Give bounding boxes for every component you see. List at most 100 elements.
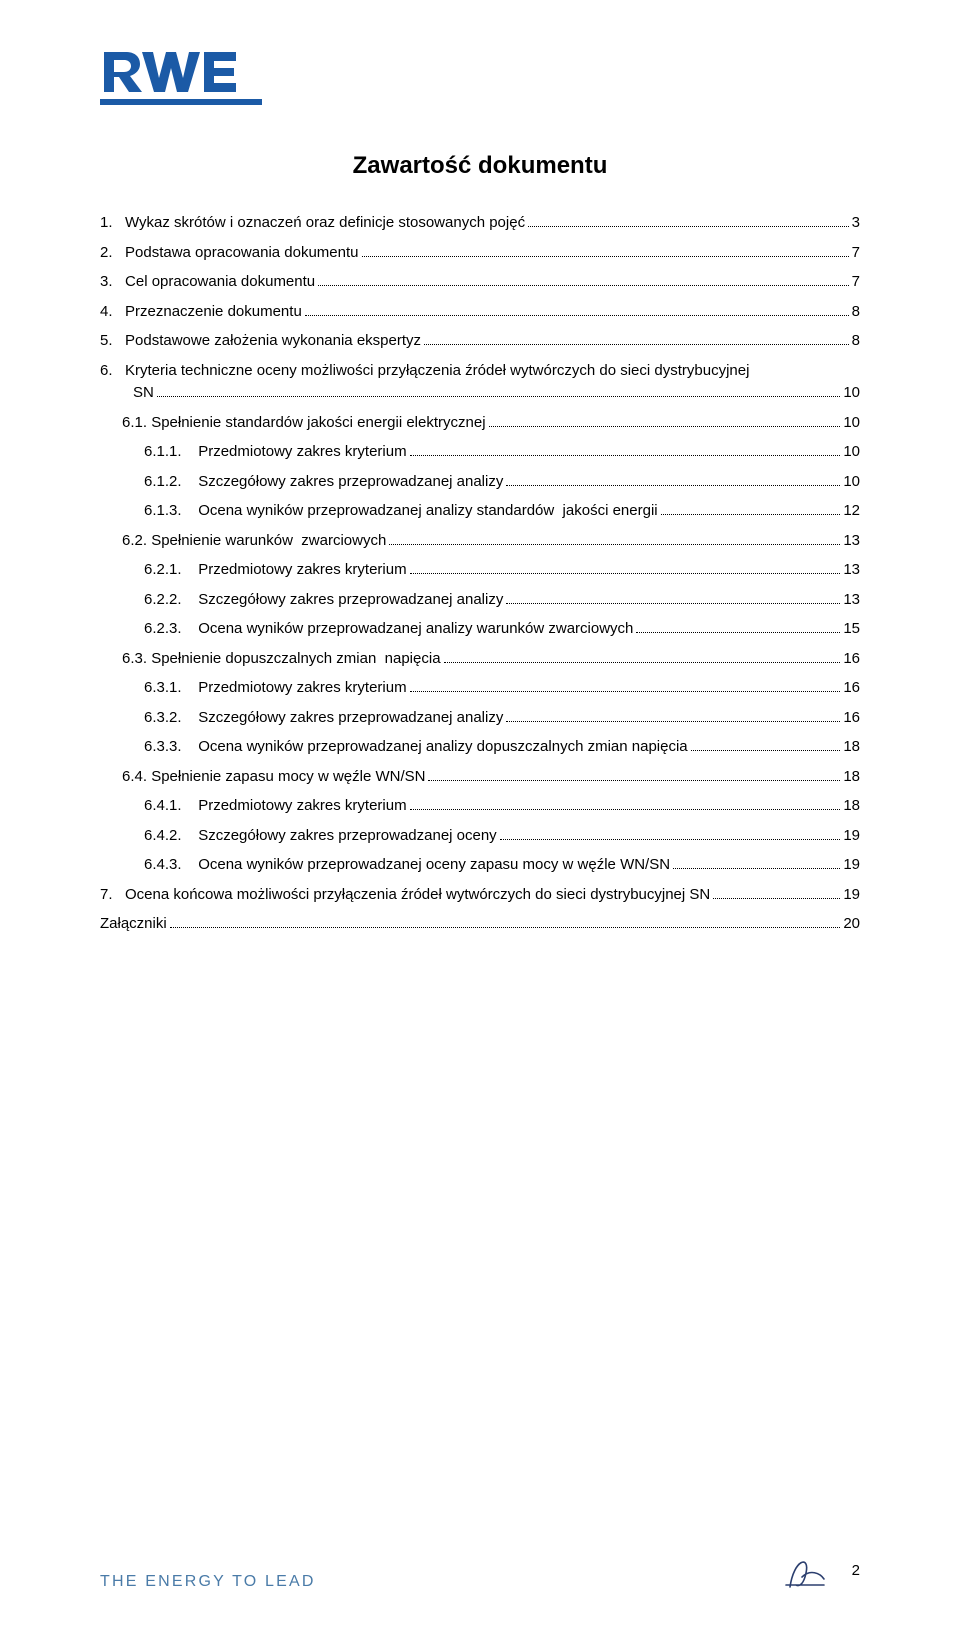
toc-leader-dots [305,315,849,316]
toc-leader-dots [157,396,840,397]
toc-number: 1. [100,212,125,235]
toc-number: 6.3.2. [144,707,198,730]
toc-label: Szczegółowy zakres przeprowadzanej anali… [198,589,503,612]
toc-label: Szczegółowy zakres przeprowadzanej anali… [198,471,503,494]
toc-entry: 6.2.3. Ocena wyników przeprowadzanej ana… [100,618,860,641]
toc-leader-dots [410,809,841,810]
document-page: Zawartość dokumentu 1. Wykaz skrótów i o… [0,0,960,1625]
toc-label: Wykaz skrótów i oznaczeń oraz definicje … [125,212,525,235]
toc-entry: 6.2. Spełnienie warunków zwarciowych 13 [100,530,860,553]
toc-page: 10 [843,382,860,405]
footer-slogan: THE ENERGY TO LEAD [100,1573,316,1591]
toc-label: Cel opracowania dokumentu [125,271,315,294]
toc-label: Ocena końcowa możliwości przyłączenia źr… [125,884,710,907]
toc-label: Szczegółowy zakres przeprowadzanej oceny [198,825,496,848]
toc-leader-dots [428,780,840,781]
toc-entry-line: 6. Kryteria techniczne oceny możliwości … [100,360,860,383]
toc-label: Załączniki [100,913,167,936]
toc-entry: 6.3.2. Szczegółowy zakres przeprowadzane… [100,707,860,730]
toc-leader-dots [489,426,841,427]
toc-label: Podstawa opracowania dokumentu [125,242,358,265]
toc-label: Przedmiotowy zakres kryterium [198,677,406,700]
signature-icon [780,1549,830,1591]
toc-entry: 6.4.3. Ocena wyników przeprowadzanej oce… [100,854,860,877]
toc-page: 7 [852,271,860,294]
toc-number: 6.3.3. [144,736,198,759]
toc-page: 10 [843,441,860,464]
toc-label: Ocena wyników przeprowadzanej analizy wa… [198,618,633,641]
footer-right: 2 [780,1549,860,1591]
toc-number: 6.3. [122,648,151,671]
toc-page: 20 [843,913,860,936]
toc-label: Ocena wyników przeprowadzanej analizy do… [198,736,687,759]
toc-entry: 5. Podstawowe założenia wykonania eksper… [100,330,860,353]
toc-label: Ocena wyników przeprowadzanej analizy st… [198,500,657,523]
toc-leader-dots [506,603,840,604]
toc-leader-dots [528,226,849,227]
toc-leader-dots [362,256,849,257]
toc-page: 15 [843,618,860,641]
toc-entry: 2. Podstawa opracowania dokumentu 7 [100,242,860,265]
toc-page: 13 [843,589,860,612]
toc-page: 10 [843,412,860,435]
toc-page: 19 [843,825,860,848]
toc-page: 7 [852,242,860,265]
page-footer: THE ENERGY TO LEAD 2 [100,1549,860,1591]
toc-leader-dots [713,898,840,899]
toc-entry: 6.1. Spełnienie standardów jakości energ… [100,412,860,435]
toc-leader-dots [410,573,841,574]
toc-leader-dots [410,455,841,456]
toc-entry: 6.1.2. Szczegółowy zakres przeprowadzane… [100,471,860,494]
rwe-logo-icon [100,50,262,108]
toc-number: 6.1.2. [144,471,198,494]
toc-label: SN [133,382,154,405]
table-of-contents: 1. Wykaz skrótów i oznaczeń oraz definic… [100,212,860,936]
toc-page: 18 [843,736,860,759]
toc-number: 6.4.1. [144,795,198,818]
toc-number: 6.4.2. [144,825,198,848]
toc-number: 5. [100,330,125,353]
toc-entry: 6.4.2. Szczegółowy zakres przeprowadzane… [100,825,860,848]
toc-entry: 6.1.1. Przedmiotowy zakres kryterium 10 [100,441,860,464]
toc-leader-dots [636,632,840,633]
toc-entry: 6.2.2. Szczegółowy zakres przeprowadzane… [100,589,860,612]
toc-leader-dots [661,514,841,515]
toc-entry: 7. Ocena końcowa możliwości przyłączenia… [100,884,860,907]
toc-page: 19 [843,884,860,907]
toc-entry: 6.1.3. Ocena wyników przeprowadzanej ana… [100,500,860,523]
toc-number: 3. [100,271,125,294]
toc-label: Kryteria techniczne oceny możliwości prz… [125,360,749,383]
toc-label: Szczegółowy zakres przeprowadzanej anali… [198,707,503,730]
toc-leader-dots [424,344,849,345]
toc-page: 3 [852,212,860,235]
toc-page: 18 [843,766,860,789]
toc-leader-dots [444,662,841,663]
toc-label: Spełnienie warunków zwarciowych [151,530,386,553]
toc-number: 6.1.3. [144,500,198,523]
toc-label: Przedmiotowy zakres kryterium [198,795,406,818]
toc-leader-dots [410,691,841,692]
toc-page: 8 [852,301,860,324]
toc-page: 13 [843,530,860,553]
toc-entry: 6.3.3. Ocena wyników przeprowadzanej ana… [100,736,860,759]
toc-number: 6.2.1. [144,559,198,582]
toc-number: 6.1. [122,412,151,435]
toc-number: 7. [100,884,125,907]
toc-label: Spełnienie zapasu mocy w węźle WN/SN [151,766,425,789]
toc-number: 4. [100,301,125,324]
toc-leader-dots [691,750,841,751]
toc-entry: 6. Kryteria techniczne oceny możliwości … [100,360,860,405]
toc-leader-dots [500,839,841,840]
toc-number: 6.2.2. [144,589,198,612]
toc-label: Przeznaczenie dokumentu [125,301,302,324]
toc-number: 6.4.3. [144,854,198,877]
toc-page: 13 [843,559,860,582]
toc-label: Przedmiotowy zakres kryterium [198,559,406,582]
toc-page: 10 [843,471,860,494]
page-number: 2 [852,1562,860,1579]
toc-entry: 6.3.1. Przedmiotowy zakres kryterium 16 [100,677,860,700]
toc-page: 16 [843,648,860,671]
toc-number: 2. [100,242,125,265]
toc-page: 16 [843,677,860,700]
toc-entry: 6.2.1. Przedmiotowy zakres kryterium 13 [100,559,860,582]
